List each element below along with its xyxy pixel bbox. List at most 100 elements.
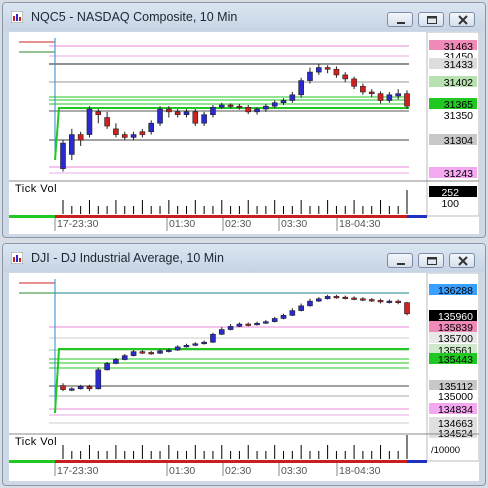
candle	[404, 93, 410, 107]
title-bar[interactable]: NQC5 - NASDAQ Composite, 10 Min	[3, 3, 485, 31]
candle	[271, 102, 278, 107]
chart-app-icon	[11, 11, 23, 23]
candlestick-chart[interactable]: 1362881359601358391357001355611354431351…	[9, 273, 479, 481]
candle	[69, 134, 75, 155]
candle	[192, 111, 199, 124]
candle	[227, 104, 234, 107]
candle	[210, 106, 216, 115]
candle	[377, 300, 384, 303]
candle	[157, 108, 163, 124]
candle	[236, 105, 243, 108]
price-label-bg	[429, 40, 477, 51]
session-strip	[9, 215, 55, 218]
maximize-icon	[427, 257, 437, 265]
candle	[307, 71, 313, 81]
price-label: 31304	[444, 135, 473, 147]
candle	[324, 67, 331, 70]
time-axis	[9, 463, 427, 477]
candle	[148, 352, 155, 355]
candle	[166, 108, 172, 113]
price-label: 31433	[444, 59, 473, 71]
session-strip	[407, 215, 427, 218]
candle	[315, 67, 322, 73]
price-chart-area[interactable]: 31463 31450 31433 31402 31365 31304 31243 31350…	[9, 32, 479, 234]
time-axis	[9, 218, 427, 232]
time-label: 01:30	[169, 465, 195, 477]
close-button[interactable]	[449, 12, 475, 27]
candle	[395, 93, 401, 97]
minimize-button[interactable]	[387, 12, 413, 27]
price-label: 135000	[438, 391, 473, 403]
candle	[166, 349, 172, 352]
candle	[210, 333, 216, 343]
candle	[360, 298, 366, 301]
candle	[236, 323, 243, 327]
candle	[351, 78, 357, 87]
session-strip	[407, 460, 427, 463]
price-label-bg	[429, 284, 477, 295]
indicator-value: 252	[441, 187, 459, 199]
price-label-bg	[429, 134, 477, 145]
candle	[130, 351, 137, 356]
candle	[77, 134, 84, 141]
minimize-icon	[397, 263, 405, 265]
window-title: DJI - DJ Industrial Average, 10 Min	[31, 251, 224, 265]
candle	[298, 80, 304, 96]
close-button[interactable]	[449, 253, 475, 268]
indicator-label: Tick Vol	[15, 183, 57, 195]
time-label: 02:30	[225, 465, 251, 477]
maximize-button[interactable]	[418, 253, 444, 268]
price-label-bg	[429, 310, 477, 321]
candle	[174, 111, 181, 115]
candlestick-chart[interactable]: 3146331450314333140231365313043124331350…	[9, 32, 479, 234]
candle	[395, 300, 401, 303]
maximize-button[interactable]	[418, 12, 444, 27]
candle	[280, 315, 287, 319]
candle	[77, 386, 84, 390]
candle	[157, 350, 163, 354]
candle	[60, 142, 66, 169]
price-label: 31402	[444, 77, 473, 89]
candle	[86, 386, 93, 390]
candle	[245, 106, 252, 113]
candle	[280, 100, 287, 104]
candle	[377, 93, 384, 101]
minimize-button[interactable]	[387, 253, 413, 268]
price-label: 134834	[438, 404, 473, 416]
price-chart-area[interactable]: 136288 135960 135839 135700 135561 135443 1351…	[9, 273, 479, 481]
title-bar[interactable]: DJI - DJ Industrial Average, 10 Min	[3, 244, 485, 272]
candle	[139, 131, 146, 135]
price-label-bg	[429, 380, 477, 391]
window-title: NQC5 - NASDAQ Composite, 10 Min	[31, 10, 238, 24]
time-label: 17-23:30	[57, 465, 99, 477]
chart-window-dji: DJI - DJ Industrial Average, 10 Min 1362…	[2, 243, 486, 486]
candle	[183, 111, 190, 115]
candle	[404, 302, 410, 315]
candle	[254, 322, 260, 326]
price-label-bg	[429, 98, 477, 109]
price-label: 135700	[438, 333, 473, 345]
candle	[333, 68, 340, 76]
indicator-value-bg	[429, 186, 477, 197]
price-label-bg	[429, 332, 477, 343]
price-label-bg	[429, 58, 477, 69]
candle	[60, 385, 66, 390]
candle	[130, 134, 137, 138]
candle	[289, 94, 296, 101]
price-label-bg	[429, 167, 477, 178]
price-label: 136288	[438, 285, 473, 297]
candle	[324, 296, 331, 300]
candle	[139, 351, 146, 354]
candle	[263, 105, 269, 110]
session-strip	[9, 460, 55, 463]
candle	[113, 128, 119, 135]
close-icon	[458, 15, 468, 25]
candle	[271, 318, 278, 322]
time-label: 18-04:30	[339, 465, 381, 477]
candle	[121, 134, 128, 138]
candle	[192, 343, 199, 346]
price-label: 135839	[438, 322, 473, 334]
price-label-bg	[429, 403, 477, 414]
price-label: 31350	[444, 110, 473, 122]
candle	[183, 345, 190, 348]
